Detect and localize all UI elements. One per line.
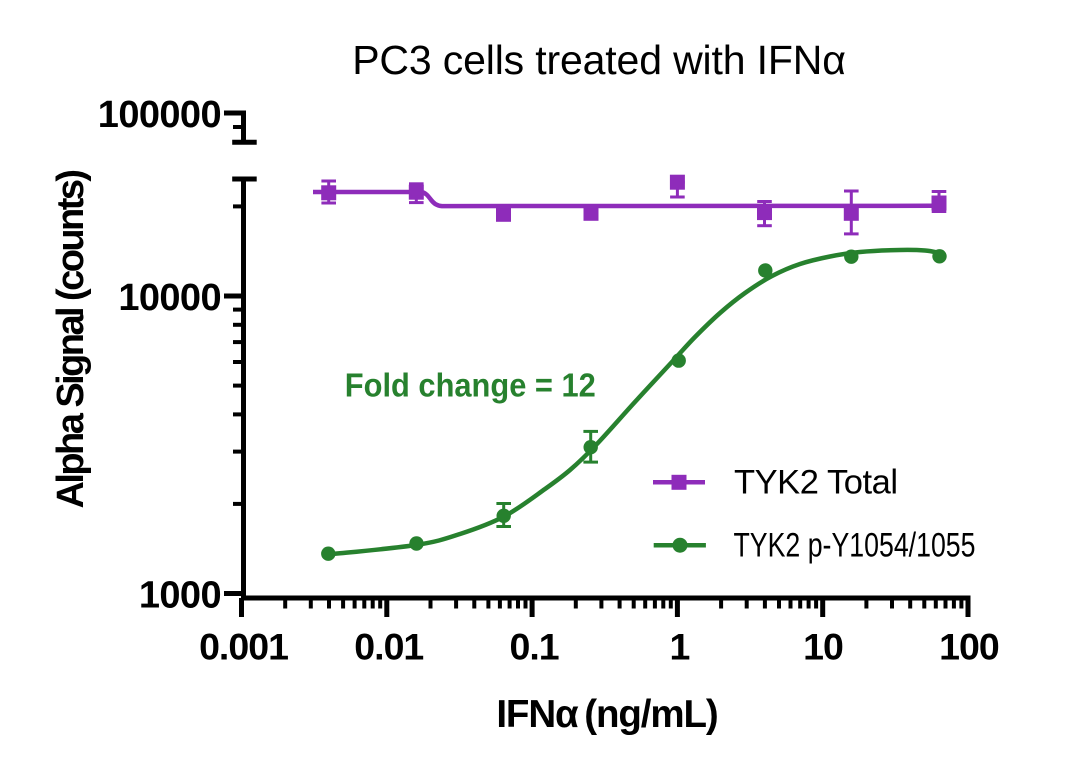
svg-text:Alpha Signal (counts): Alpha Signal (counts) (50, 171, 92, 509)
svg-text:1000: 1000 (139, 575, 221, 617)
svg-text:0.001: 0.001 (199, 626, 288, 668)
svg-text:Fold change = 12: Fold change = 12 (345, 367, 596, 404)
svg-text:0.1: 0.1 (510, 626, 559, 668)
svg-text:100000: 100000 (98, 94, 221, 136)
svg-text:10000: 10000 (118, 277, 221, 319)
svg-text:IFNα (ng/mL): IFNα (ng/mL) (496, 693, 717, 736)
svg-text:100: 100 (939, 626, 999, 668)
svg-text:TYK2 Total: TYK2 Total (734, 464, 898, 502)
svg-text:TYK2 p-Y1054/1055: TYK2 p-Y1054/1055 (734, 526, 976, 564)
svg-text:0.01: 0.01 (354, 626, 423, 668)
svg-text:1: 1 (669, 626, 689, 668)
svg-text:10: 10 (803, 626, 843, 668)
svg-text:PC3 cells treated with IFNα: PC3 cells treated with IFNα (352, 37, 846, 83)
